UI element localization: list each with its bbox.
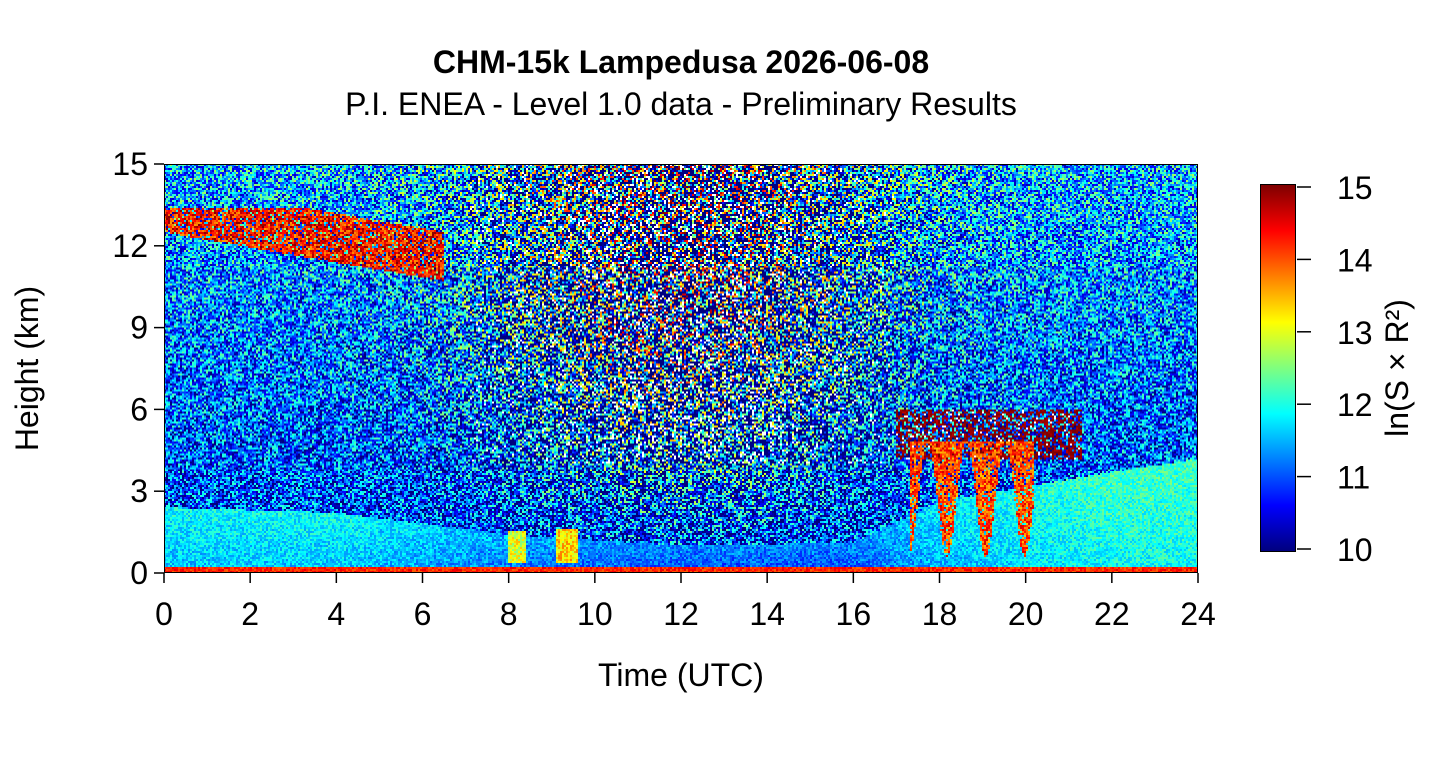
backscatter-heatmap (164, 164, 1198, 573)
x-tick-label: 10 (577, 596, 613, 632)
x-tick-label: 8 (500, 596, 518, 632)
x-tick-label: 22 (1094, 596, 1130, 632)
y-tick-label: 6 (130, 391, 148, 427)
x-tick-label: 12 (663, 596, 699, 632)
y-tick-label: 0 (130, 555, 148, 591)
y-tick-label: 9 (130, 310, 148, 346)
colorbar-tick-label: 13 (1337, 315, 1373, 351)
chart-subtitle: P.I. ENEA - Level 1.0 data - Preliminary… (345, 86, 1017, 122)
x-tick-label: 14 (749, 596, 785, 632)
colorbar-tick-label: 15 (1337, 170, 1373, 206)
x-tick-label: 2 (241, 596, 259, 632)
x-tick-label: 6 (414, 596, 432, 632)
y-tick-label: 3 (130, 473, 148, 509)
x-tick-label: 0 (155, 596, 173, 632)
x-axis-label: Time (UTC) (598, 657, 764, 693)
colorbar-tick-label: 10 (1337, 532, 1373, 568)
colorbar (1260, 184, 1296, 552)
x-tick-label: 4 (327, 596, 345, 632)
x-tick-label: 20 (1008, 596, 1044, 632)
x-tick-label: 24 (1180, 596, 1216, 632)
colorbar-label: ln(S × R²) (1379, 299, 1415, 437)
colorbar-tick-label: 14 (1337, 242, 1373, 278)
colorbar-tick-label: 11 (1337, 460, 1370, 496)
chart-title: CHM-15k Lampedusa 2026-06-08 (432, 44, 930, 80)
y-tick-label: 12 (112, 228, 148, 264)
x-tick-label: 18 (922, 596, 958, 632)
colorbar-tick-label: 12 (1337, 387, 1373, 423)
x-tick-label: 16 (836, 596, 872, 632)
y-tick-label: 15 (112, 146, 148, 182)
y-axis-label: Height (km) (9, 286, 45, 451)
